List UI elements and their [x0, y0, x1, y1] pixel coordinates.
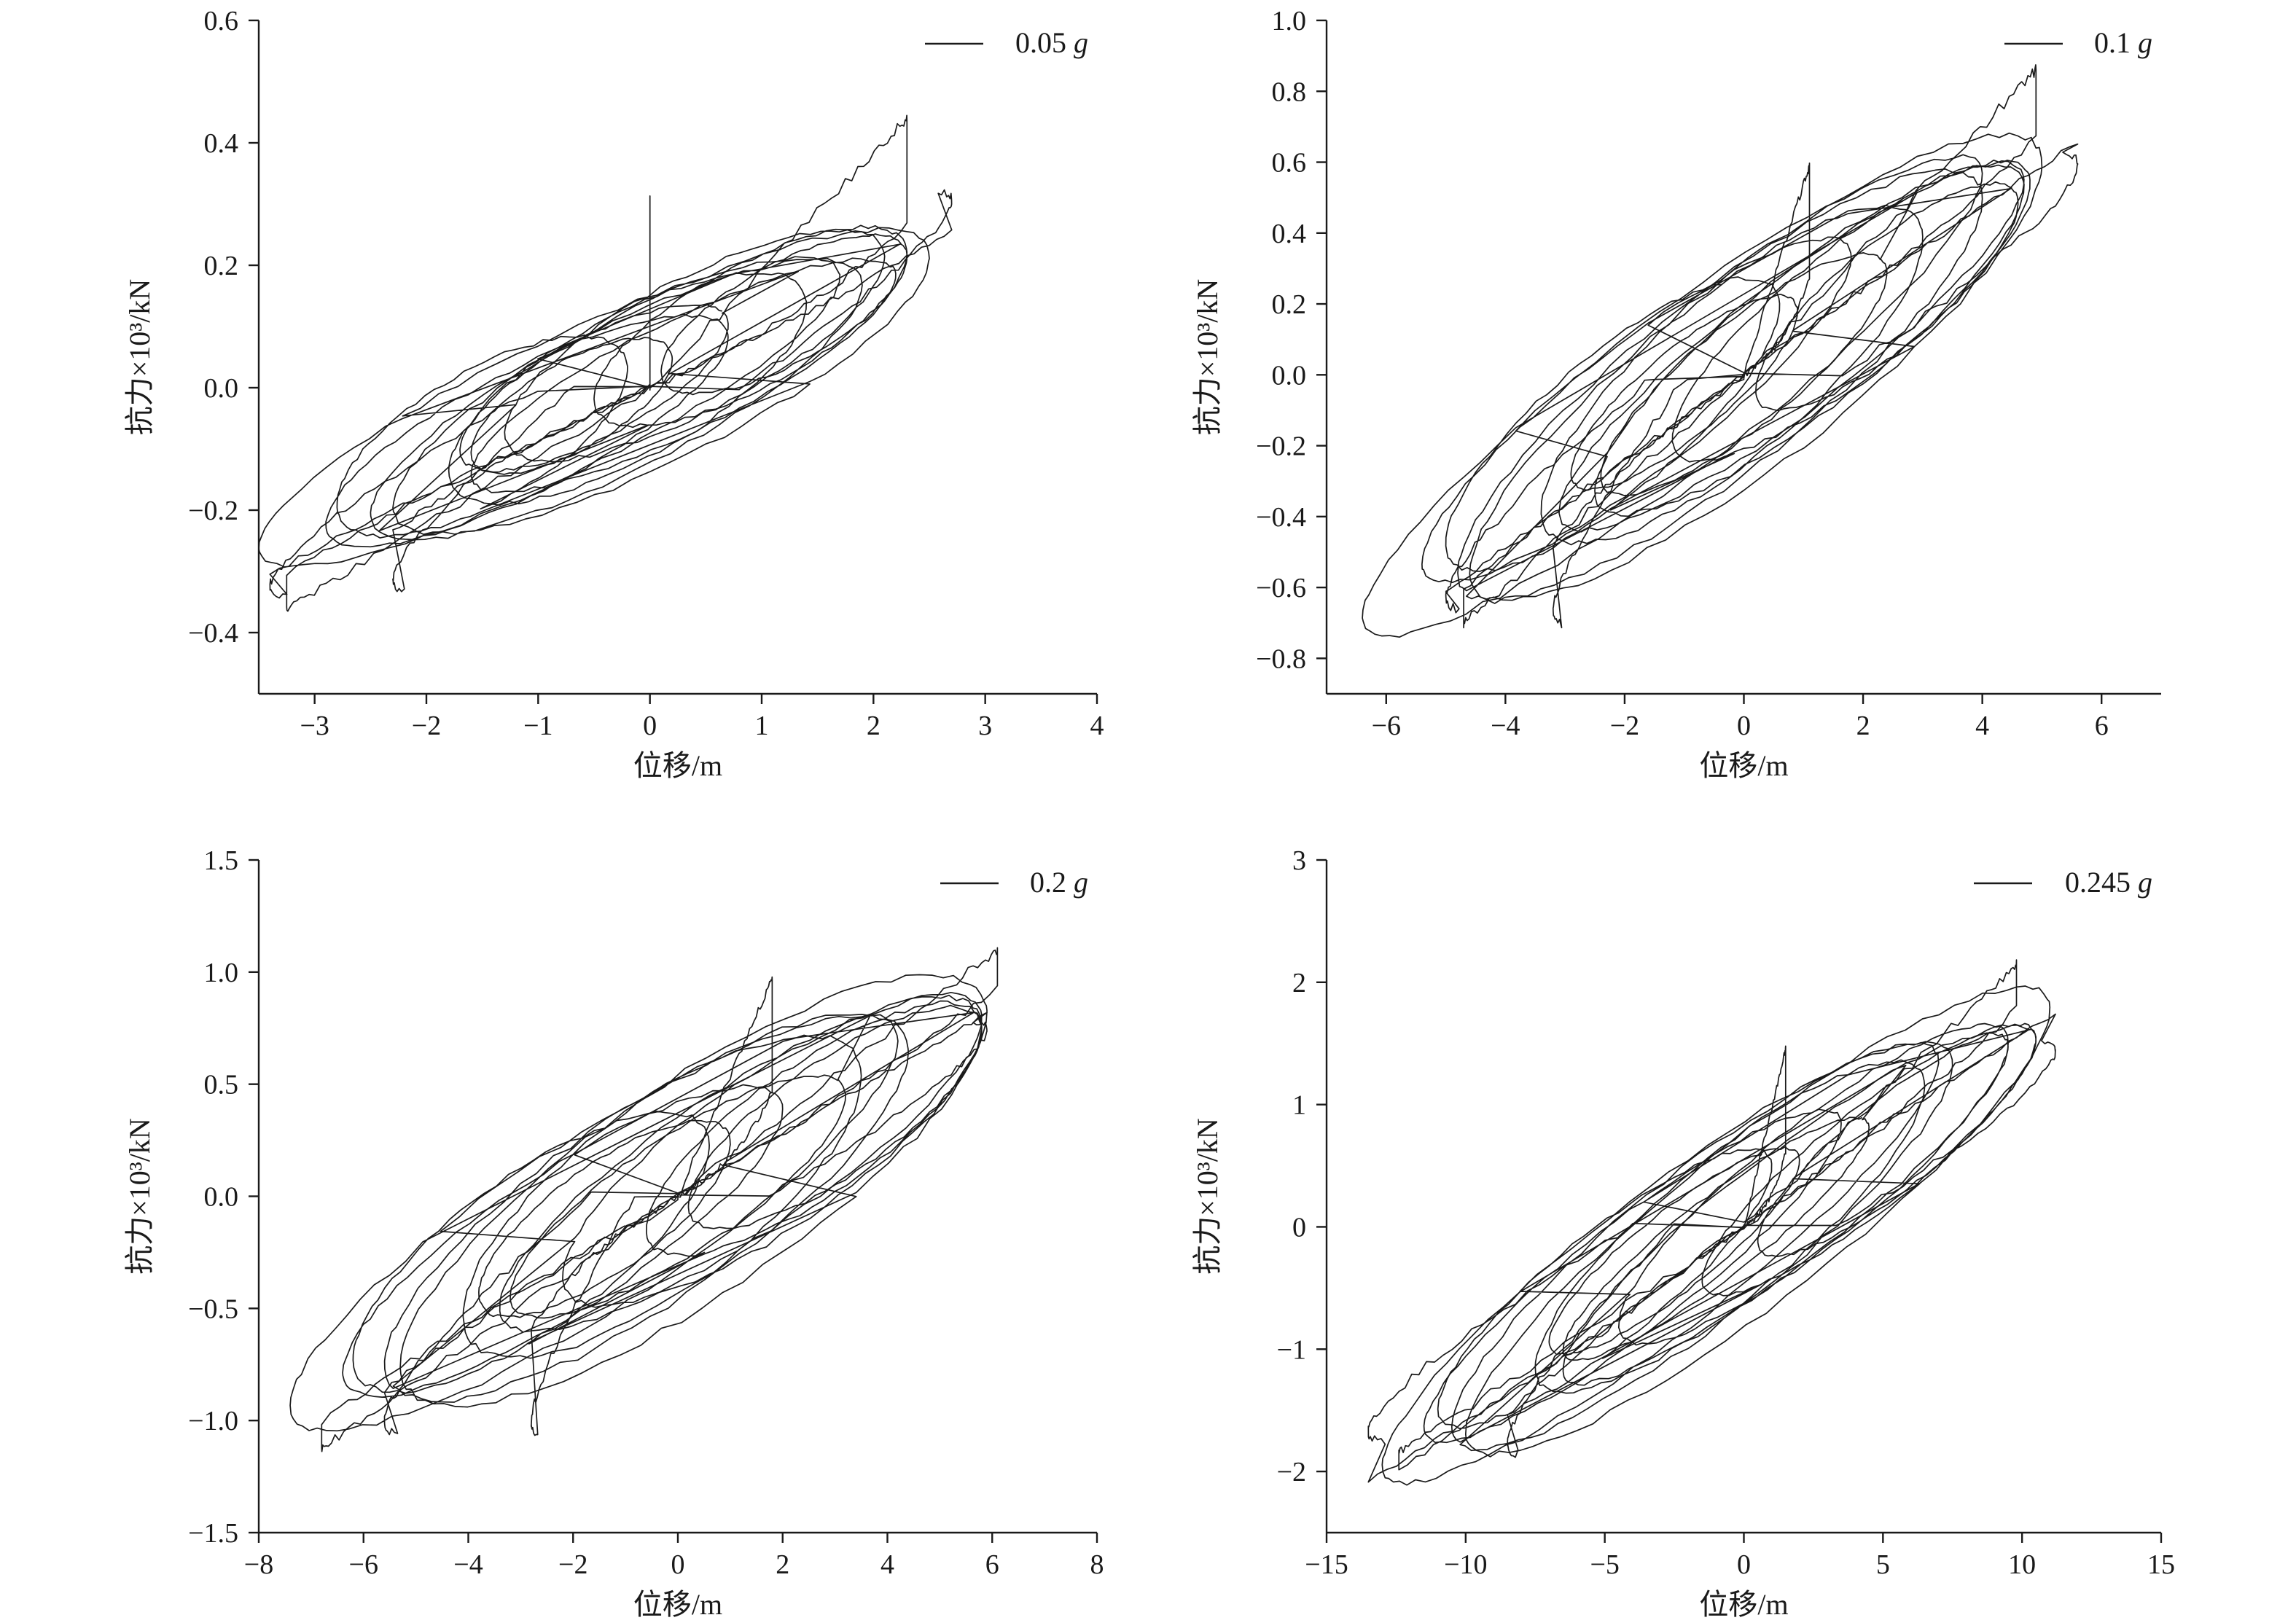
y-tick-label: 0.8: [1272, 77, 1307, 107]
y-tick-label: −0.4: [188, 618, 238, 649]
legend: 0.245 g: [1974, 866, 2152, 899]
y-tick-label: −1.0: [188, 1406, 238, 1436]
x-tick-label: 0: [1737, 1549, 1751, 1580]
chart-panel-0p05g: −3 −2 −1 0 1 2 3 4 −0.4 −0.2 0.0 0.2 0.4 0.6 位移/m 抗力×10…: [123, 6, 1104, 782]
y-tick-label: 1.0: [1272, 6, 1307, 36]
legend-label: 0.05 g: [1015, 26, 1088, 59]
x-tick-label: −10: [1444, 1549, 1487, 1580]
x-tick-label: −1: [523, 711, 552, 741]
y-axis-title: 抗力×10³/kN: [1191, 1118, 1224, 1275]
x-tick-label: −3: [300, 711, 329, 741]
y-axis-title: 抗力×10³/kN: [123, 1118, 156, 1275]
legend-unit: g: [2138, 866, 2152, 899]
x-axis-title: 位移/m: [1699, 1588, 1788, 1621]
x-tick-label: −5: [1590, 1549, 1619, 1580]
y-tick-label: −0.6: [1256, 573, 1306, 603]
x-tick-label: −2: [558, 1549, 587, 1580]
x-tick-label: 2: [867, 711, 880, 741]
x-tick-label: −6: [349, 1549, 378, 1580]
hysteresis-curve: [289, 947, 999, 1452]
y-tick-label: 0.2: [204, 251, 239, 281]
hysteresis-curve: [1367, 959, 2056, 1486]
hysteresis-curve: [259, 114, 953, 612]
y-tick-label: 0.6: [1272, 148, 1307, 179]
y-tick-label: 3: [1292, 845, 1306, 876]
y-tick-label: 0.2: [1272, 289, 1307, 320]
x-tick-label: 4: [880, 1549, 894, 1580]
y-tick-label: −2: [1277, 1457, 1306, 1487]
legend-unit: g: [1074, 26, 1088, 59]
y-tick-label: 0.0: [1272, 360, 1307, 391]
x-tick-label: −6: [1372, 711, 1401, 741]
x-tick-label: −15: [1305, 1549, 1348, 1580]
legend-unit: g: [2138, 26, 2152, 59]
x-axis-title: 位移/m: [633, 749, 722, 782]
x-tick-label: 0: [671, 1549, 685, 1580]
x-tick-label: 5: [1876, 1549, 1890, 1580]
y-tick-label: −1.5: [188, 1518, 238, 1549]
x-tick-label: 4: [1090, 711, 1104, 741]
legend: 0.1 g: [2004, 26, 2152, 59]
y-tick-label: −0.4: [1256, 502, 1306, 533]
x-tick-label: −4: [1491, 711, 1520, 741]
legend-value: 0.1: [2094, 26, 2138, 59]
x-tick-label: 1: [755, 711, 769, 741]
x-tick-label: −2: [1610, 711, 1639, 741]
y-tick-label: −0.8: [1256, 644, 1306, 674]
x-tick-label: 8: [1090, 1549, 1104, 1580]
y-tick-label: 0.4: [1272, 219, 1307, 249]
y-tick-label: 0: [1292, 1212, 1306, 1243]
x-tick-label: 4: [1975, 711, 1989, 741]
y-tick-label: 1.0: [204, 958, 239, 988]
y-tick-label: 0.6: [204, 6, 239, 36]
y-tick-label: −0.2: [188, 496, 238, 526]
legend-label: 0.245 g: [2065, 866, 2152, 899]
x-tick-label: 0: [1737, 711, 1751, 741]
y-tick-label: 1.5: [204, 845, 239, 876]
legend-value: 0.245: [2065, 866, 2138, 899]
x-axis-title: 位移/m: [633, 1588, 722, 1621]
legend-value: 0.2: [1030, 866, 1074, 899]
x-tick-label: 2: [776, 1549, 789, 1580]
x-tick-label: 6: [985, 1549, 999, 1580]
y-tick-label: −1: [1277, 1334, 1306, 1365]
legend: 0.2 g: [940, 866, 1088, 899]
x-axis-title: 位移/m: [1699, 749, 1788, 782]
hysteresis-curve: [1362, 64, 2079, 638]
x-tick-label: −8: [244, 1549, 273, 1580]
y-tick-label: −0.2: [1256, 431, 1306, 462]
x-tick-label: 3: [978, 711, 992, 741]
legend-label: 0.2 g: [1030, 866, 1088, 899]
chart-panel-0p1g: −6 −4 −2 0 2 4 6 −0.8 −0.6 −0.4 −0.2 0.0 0.2 0.4 0.6 0.…: [1191, 6, 2161, 782]
legend: 0.05 g: [925, 26, 1088, 59]
y-tick-label: 0.4: [204, 128, 239, 159]
y-tick-label: 2: [1292, 968, 1306, 998]
y-tick-label: 0.0: [204, 1182, 239, 1213]
y-axis-title: 抗力×10³/kN: [1191, 279, 1224, 436]
x-tick-label: 2: [1856, 711, 1870, 741]
chart-panel-0p245g: −15 −10 −5 0 5 10 15−2−10123位移/m抗力×10³/kN0.245…: [1191, 845, 2175, 1621]
x-tick-label: 0: [643, 711, 657, 741]
x-tick-label: 15: [2147, 1549, 2175, 1580]
x-tick-label: 6: [2095, 711, 2109, 741]
x-tick-label: −4: [453, 1549, 483, 1580]
y-tick-label: 0.5: [204, 1070, 239, 1100]
x-tick-label: −2: [412, 711, 441, 741]
x-tick-label: 10: [2008, 1549, 2036, 1580]
legend-value: 0.05: [1015, 26, 1074, 59]
legend-unit: g: [1074, 866, 1088, 899]
legend-label: 0.1 g: [2094, 26, 2152, 59]
y-tick-label: 1: [1292, 1090, 1306, 1121]
chart-panel-0p2g: −8 −6 −4 −2 0 2 4 6 8 −1.5 −1.0 −0.5 0.0 0.5 1.0 1.5 位移/…: [123, 845, 1104, 1621]
y-tick-label: −0.5: [188, 1294, 238, 1324]
y-tick-label: 0.0: [204, 373, 239, 404]
y-axis-title: 抗力×10³/kN: [123, 279, 156, 436]
